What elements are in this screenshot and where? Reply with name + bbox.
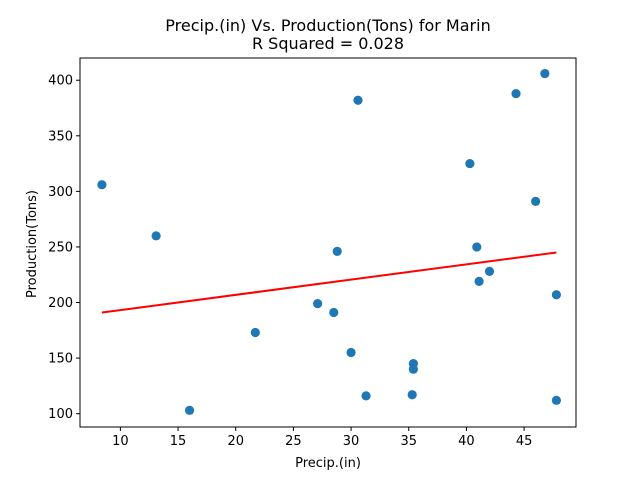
data-point [313, 299, 323, 309]
y-tick-label: 150 [48, 352, 73, 367]
data-point [97, 180, 107, 190]
plot-frame [79, 57, 577, 428]
y-tick-label: 200 [48, 296, 73, 311]
data-point [474, 276, 484, 287]
data-point [540, 68, 550, 79]
x-tick-label: 45 [516, 434, 533, 449]
x-tick-label: 30 [343, 434, 360, 449]
data-point [551, 290, 561, 300]
data-point [511, 88, 521, 99]
y-axis-label: Production(Tons) [25, 190, 40, 298]
data-point [353, 95, 363, 105]
data-point [329, 307, 339, 318]
y-tick-label: 100 [48, 407, 73, 422]
data-point [346, 347, 356, 358]
data-point [531, 196, 541, 206]
data-point [184, 405, 195, 415]
x-tick-label: 10 [112, 434, 129, 449]
data-point [151, 231, 161, 241]
data-point [332, 246, 342, 256]
data-point [407, 390, 417, 400]
data-point [408, 364, 418, 374]
x-tick-label: 20 [227, 434, 244, 449]
x-tick-label: 15 [170, 434, 187, 449]
chart-title: Precip.(in) Vs. Production(Tons) for Mar… [165, 16, 490, 35]
data-point [551, 395, 561, 405]
data-point [250, 327, 260, 338]
x-tick-label: 25 [285, 434, 302, 449]
data-point [472, 242, 482, 252]
chart-subtitle: R Squared = 0.028 [252, 34, 404, 53]
x-axis-label: Precip.(in) [295, 456, 361, 471]
trendline [101, 251, 557, 314]
y-tick-label: 400 [48, 74, 73, 89]
y-tick-label: 250 [48, 240, 73, 255]
data-point [361, 391, 371, 401]
y-tick-label: 300 [48, 185, 73, 200]
plot-area: 10 15 20 25 30 35 40 45 100 150 200 250 300 350 400 [48, 57, 577, 449]
y-tick-label: 350 [48, 129, 73, 144]
data-point [484, 266, 495, 276]
data-point [465, 158, 475, 169]
x-tick-label: 35 [400, 434, 417, 449]
x-tick-label: 40 [458, 434, 475, 449]
